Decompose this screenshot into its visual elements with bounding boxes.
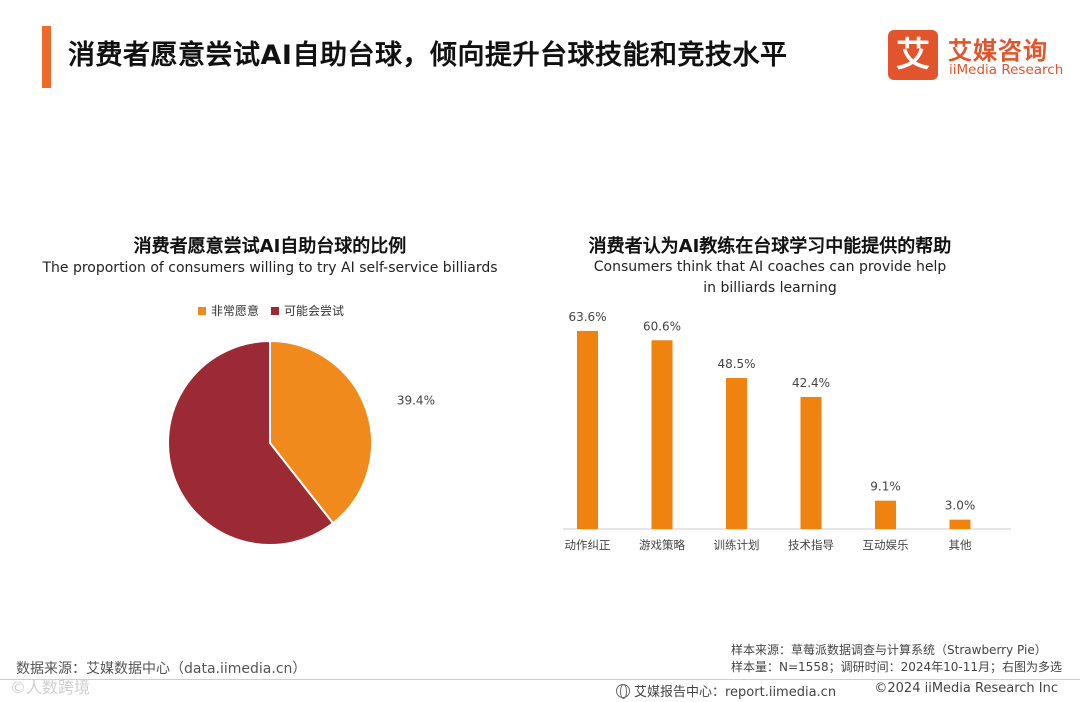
bar-chart-subtitle: Consumers think that AI coaches can prov… — [565, 257, 975, 299]
data-source-note: 数据来源：艾媒数据中心（data.iimedia.cn） — [16, 661, 307, 677]
brand-logo-icon: 艾 — [888, 30, 938, 80]
brand-name-cn: 艾媒咨询 — [948, 37, 1048, 65]
report-center-link[interactable]: 艾媒报告中心：report.iimedia.cn — [616, 681, 836, 700]
pie-data-label: 39.4% — [397, 394, 435, 408]
bar-data-label: 60.6% — [643, 319, 681, 333]
legend-item-may-try: 可能会尝试 — [271, 302, 344, 319]
legend-label: 可能会尝试 — [284, 304, 345, 318]
brand-name-en: iiMedia Research — [949, 62, 1064, 78]
globe-icon — [616, 683, 630, 699]
bar-data-label: 3.0% — [945, 499, 976, 513]
legend-label: 非常愿意 — [211, 304, 260, 318]
bar-data-label: 42.4% — [792, 376, 830, 390]
report-center-text: 艾媒报告中心：report.iimedia.cn — [634, 685, 837, 700]
pie-slice — [167, 340, 335, 546]
title-accent-bar — [42, 26, 51, 88]
bar-data-label: 63.6% — [568, 310, 606, 324]
bar — [949, 519, 971, 529]
pie-chart: 39.4%60.6% — [167, 340, 435, 546]
bar-chart: 63.6% 动作纠正 60.6% 游戏策略 48.5% 训练计划 42.4% 技术指导 9.1%… — [563, 310, 1011, 552]
brand-logo-block: 艾 艾媒咨询 iiMedia Research — [888, 30, 1068, 82]
bar-chart-subtitle-line-1: Consumers think that AI coaches can prov… — [593, 259, 947, 275]
bar — [726, 377, 747, 529]
footer-divider — [0, 679, 1080, 680]
watermark: ©人数跨境 — [10, 678, 91, 697]
bar-chart-title: 消费者认为AI教练在台球学习中能提供的帮助 — [588, 236, 952, 257]
x-tick-label: 动作纠正 — [565, 538, 611, 552]
legend-swatch — [198, 306, 206, 315]
copyright: ©2024 iiMedia Research Inc — [874, 681, 1058, 696]
pie-chart-title: 消费者愿意尝试AI自助台球的比例 — [133, 236, 407, 257]
x-tick-label: 训练计划 — [714, 538, 760, 552]
bar — [800, 396, 822, 529]
page-title: 消费者愿意尝试AI自助台球，倾向提升台球技能和竞技水平 — [68, 40, 788, 71]
legend-item-very-willing: 非常愿意 — [198, 302, 259, 319]
legend-swatch — [271, 306, 280, 315]
pie-slice — [269, 340, 373, 525]
sample-source: 样本来源：草莓派数据调查与计算系统（Strawberry Pie） — [731, 643, 1047, 657]
x-tick-label: 技术指导 — [788, 538, 834, 552]
x-tick-label: 互动娱乐 — [863, 538, 909, 552]
x-tick-label: 其他 — [949, 538, 972, 552]
pie-chart-subtitle: The proportion of consumers willing to t… — [42, 260, 498, 276]
sample-note: 样本来源：草莓派数据调查与计算系统（Strawberry Pie） 样本量：N=… — [731, 642, 1062, 676]
bar — [875, 500, 896, 529]
x-tick-label: 游戏策略 — [639, 538, 685, 552]
bar-chart-subtitle-line-2: in billiards learning — [703, 280, 837, 296]
bar — [577, 330, 598, 529]
bar-data-label: 9.1% — [870, 480, 901, 494]
pie-legend: 非常愿意 可能会尝试 — [198, 302, 344, 319]
bar — [651, 340, 673, 529]
bar-data-label: 48.5% — [717, 357, 755, 371]
sample-size: 样本量：N=1558；调研时间：2024年10-11月；右图为多选 — [731, 660, 1062, 674]
